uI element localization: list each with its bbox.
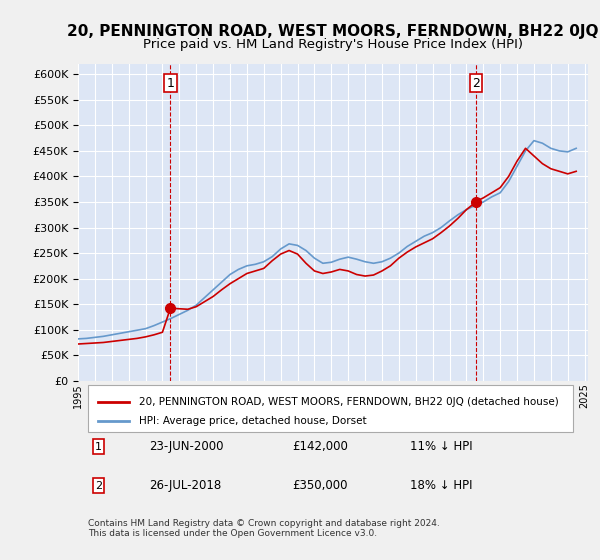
Text: £350,000: £350,000 [292, 479, 348, 492]
Text: 2: 2 [472, 77, 480, 90]
Text: 20, PENNINGTON ROAD, WEST MOORS, FERNDOWN, BH22 0JQ (detached house): 20, PENNINGTON ROAD, WEST MOORS, FERNDOW… [139, 396, 559, 407]
Text: 1: 1 [95, 442, 102, 452]
Text: Contains HM Land Registry data © Crown copyright and database right 2024.
This d: Contains HM Land Registry data © Crown c… [88, 519, 440, 538]
Text: 2: 2 [95, 480, 102, 491]
Text: 18% ↓ HPI: 18% ↓ HPI [409, 479, 472, 492]
Text: £142,000: £142,000 [292, 440, 348, 453]
Text: 26-JUL-2018: 26-JUL-2018 [149, 479, 221, 492]
Text: 23-JUN-2000: 23-JUN-2000 [149, 440, 224, 453]
Text: HPI: Average price, detached house, Dorset: HPI: Average price, detached house, Dors… [139, 416, 367, 426]
Text: 1: 1 [166, 77, 175, 90]
FancyBboxPatch shape [88, 385, 573, 432]
Text: Price paid vs. HM Land Registry's House Price Index (HPI): Price paid vs. HM Land Registry's House … [143, 38, 523, 51]
Text: 11% ↓ HPI: 11% ↓ HPI [409, 440, 472, 453]
Text: 20, PENNINGTON ROAD, WEST MOORS, FERNDOWN, BH22 0JQ: 20, PENNINGTON ROAD, WEST MOORS, FERNDOW… [67, 25, 599, 39]
